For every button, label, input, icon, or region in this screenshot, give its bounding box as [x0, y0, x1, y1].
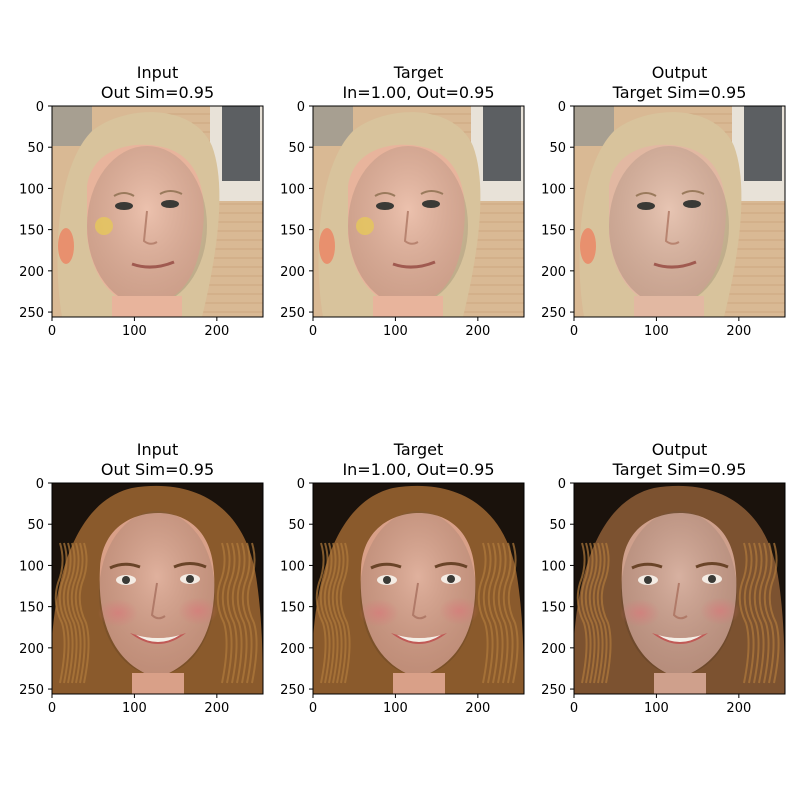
y-tick-label: 0 [558, 100, 566, 115]
y-tick-label: 0 [36, 477, 44, 492]
y-tick-label: 100 [280, 182, 305, 197]
image-face-smiling-woman-curly-hair [313, 483, 524, 694]
subplot-subtitle: Target Sim=0.95 [612, 460, 747, 479]
subplot-title: Target [393, 63, 444, 82]
y-tick-label: 0 [558, 477, 566, 492]
x-tick-label: 0 [48, 701, 56, 716]
subplot-title: Input [137, 63, 178, 82]
y-tick-label: 0 [297, 100, 305, 115]
y-tick-label: 200 [19, 642, 44, 657]
y-tick-label: 50 [549, 141, 566, 156]
image-face-blonde-woman-brick-wall [52, 106, 263, 317]
x-tick-label: 200 [726, 701, 751, 716]
x-tick-label: 100 [644, 324, 669, 339]
y-tick-label: 200 [280, 642, 305, 657]
x-tick-label: 200 [465, 701, 490, 716]
x-tick-label: 200 [204, 701, 229, 716]
y-tick-label: 50 [27, 141, 44, 156]
x-tick-label: 200 [465, 324, 490, 339]
subplot-title: Target [393, 440, 444, 459]
x-tick-label: 0 [570, 324, 578, 339]
subplot-subtitle: In=1.00, Out=0.95 [342, 83, 494, 102]
x-tick-label: 0 [309, 701, 317, 716]
subplot-subtitle: In=1.00, Out=0.95 [342, 460, 494, 479]
subplot-title: Output [652, 63, 708, 82]
y-tick-label: 100 [19, 559, 44, 574]
subplot-subtitle: Target Sim=0.95 [612, 83, 747, 102]
subplot-subtitle: Out Sim=0.95 [101, 460, 214, 479]
axes-frame [51, 482, 264, 695]
y-tick-label: 200 [541, 642, 566, 657]
y-tick-label: 50 [27, 518, 44, 533]
y-tick-label: 100 [280, 559, 305, 574]
axes-frame [312, 482, 525, 695]
image-face-smiling-woman-curly-hair [574, 483, 785, 694]
x-tick-label: 100 [383, 324, 408, 339]
axes-frame [312, 105, 525, 318]
x-tick-label: 0 [309, 324, 317, 339]
y-tick-label: 50 [549, 518, 566, 533]
axes-frame [51, 105, 264, 318]
y-tick-label: 250 [280, 306, 305, 321]
x-tick-label: 0 [570, 701, 578, 716]
y-tick-label: 200 [280, 265, 305, 280]
x-tick-label: 100 [644, 701, 669, 716]
y-tick-label: 200 [541, 265, 566, 280]
y-tick-label: 200 [19, 265, 44, 280]
y-tick-label: 50 [288, 141, 305, 156]
subplot-subtitle: Out Sim=0.95 [101, 83, 214, 102]
y-tick-label: 250 [541, 306, 566, 321]
y-tick-label: 250 [19, 683, 44, 698]
y-tick-label: 100 [19, 182, 44, 197]
y-tick-label: 250 [19, 306, 44, 321]
y-tick-label: 250 [280, 683, 305, 698]
axes-frame [573, 105, 786, 318]
image-face-smiling-woman-curly-hair [52, 483, 263, 694]
x-tick-label: 0 [48, 324, 56, 339]
y-tick-label: 250 [541, 683, 566, 698]
y-tick-label: 150 [19, 224, 44, 239]
y-tick-label: 0 [36, 100, 44, 115]
y-tick-label: 150 [541, 601, 566, 616]
image-face-blonde-woman-brick-wall [313, 106, 524, 317]
y-tick-label: 0 [297, 477, 305, 492]
y-tick-label: 150 [19, 601, 44, 616]
x-tick-label: 100 [122, 324, 147, 339]
y-tick-label: 150 [280, 601, 305, 616]
image-face-blonde-woman-brick-wall [574, 106, 785, 317]
y-tick-label: 150 [280, 224, 305, 239]
x-tick-label: 100 [383, 701, 408, 716]
y-tick-label: 50 [288, 518, 305, 533]
y-tick-label: 100 [541, 182, 566, 197]
axes-frame [573, 482, 786, 695]
x-tick-label: 200 [204, 324, 229, 339]
y-tick-label: 150 [541, 224, 566, 239]
x-tick-label: 200 [726, 324, 751, 339]
subplot-title: Output [652, 440, 708, 459]
y-tick-label: 100 [541, 559, 566, 574]
x-tick-label: 100 [122, 701, 147, 716]
subplot-title: Input [137, 440, 178, 459]
